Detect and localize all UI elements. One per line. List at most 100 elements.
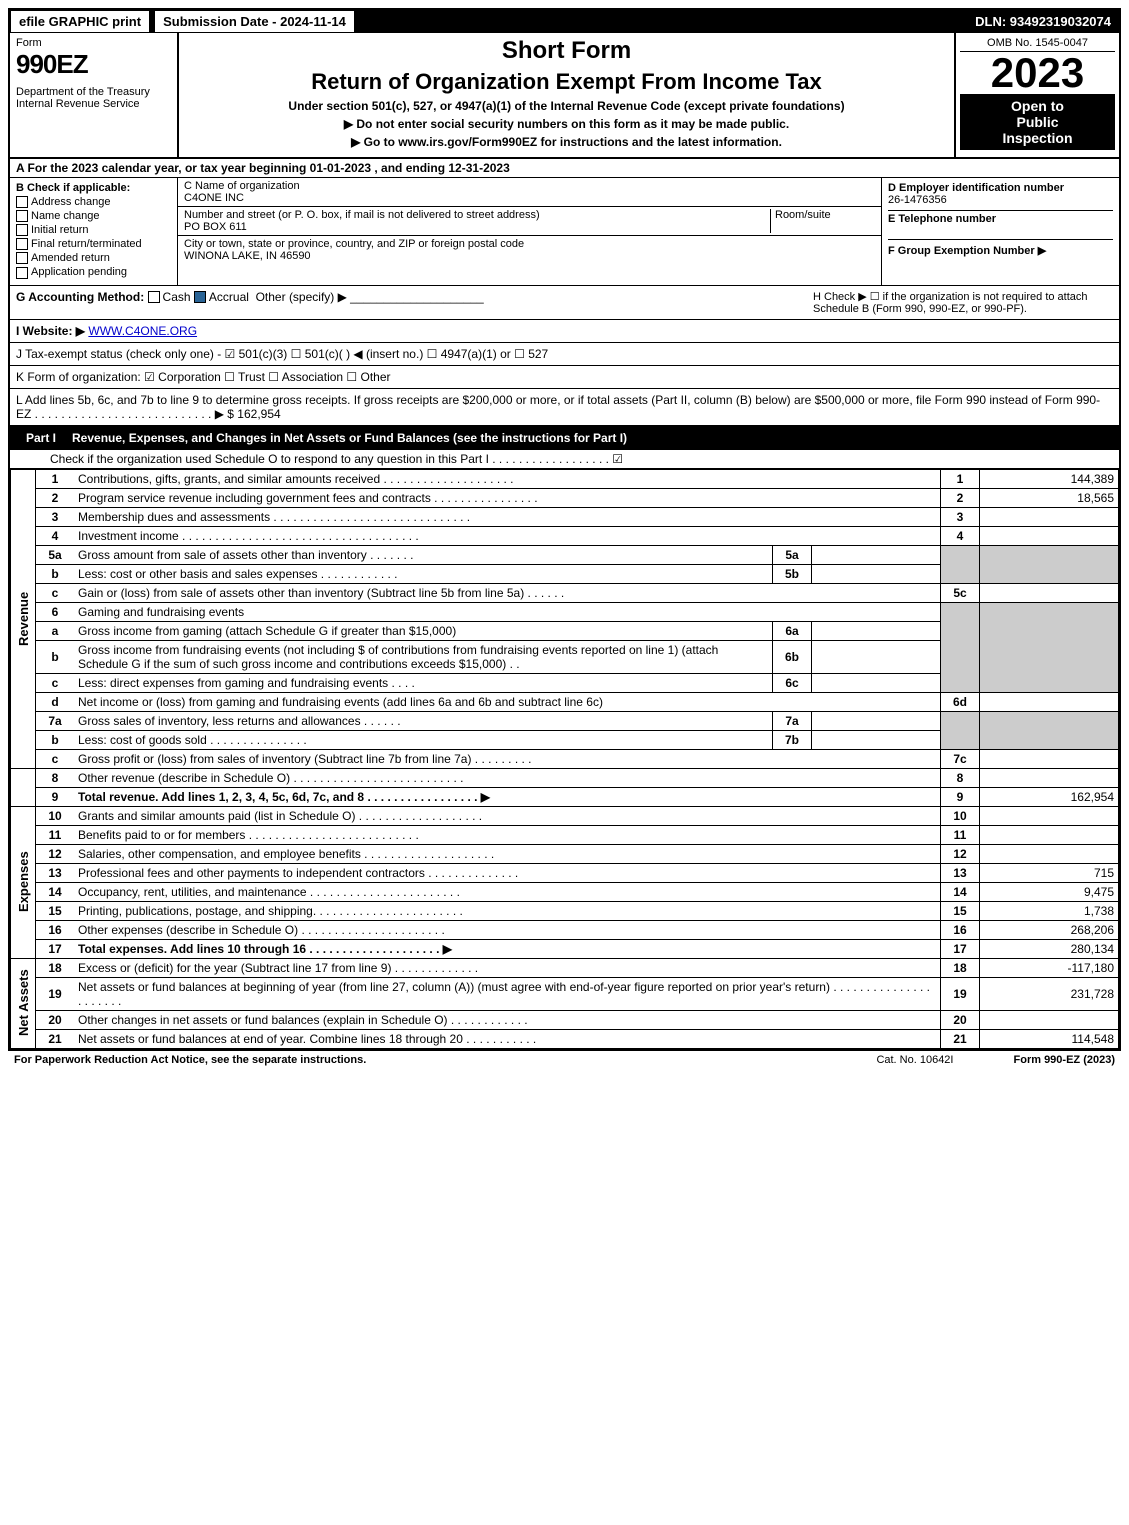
line-3-desc: Membership dues and assessments . . . . … bbox=[74, 507, 941, 526]
c-city-label: City or town, state or province, country… bbox=[184, 238, 875, 250]
line-13-value: 715 bbox=[980, 863, 1119, 882]
c-street-label: Number and street (or P. O. box, if mail… bbox=[184, 209, 770, 221]
section-b-label: B Check if applicable: bbox=[16, 182, 171, 194]
part-1-label: Part I bbox=[18, 429, 64, 447]
line-7b-desc: Less: cost of goods sold . . . . . . . .… bbox=[74, 730, 773, 749]
section-l-gross-receipts: L Add lines 5b, 6c, and 7b to line 9 to … bbox=[10, 389, 1119, 426]
section-g: G Accounting Method: Cash Accrual Other … bbox=[16, 290, 813, 315]
section-j-tax-exempt: J Tax-exempt status (check only one) - ☑… bbox=[10, 343, 1119, 366]
line-18-desc: Excess or (deficit) for the year (Subtra… bbox=[74, 958, 941, 977]
line-2-value: 18,565 bbox=[980, 488, 1119, 507]
header-right: OMB No. 1545-0047 2023 Open to Public In… bbox=[954, 33, 1119, 157]
phone-label: E Telephone number bbox=[888, 213, 1113, 225]
c-city-row: City or town, state or province, country… bbox=[178, 236, 881, 264]
cat-number: Cat. No. 10642I bbox=[876, 1054, 953, 1066]
header-row: Form 990EZ Department of the Treasury In… bbox=[10, 33, 1119, 159]
org-name: C4ONE INC bbox=[184, 192, 875, 204]
under-section: Under section 501(c), 527, or 4947(a)(1)… bbox=[187, 99, 946, 113]
gross-receipts-amount: 162,954 bbox=[237, 407, 280, 421]
line-11-desc: Benefits paid to or for members . . . . … bbox=[74, 825, 941, 844]
form-ref: Form Form 990-EZ (2023)990-EZ (2023) bbox=[1014, 1054, 1116, 1066]
line-6c-desc: Less: direct expenses from gaming and fu… bbox=[74, 673, 773, 692]
submission-date: Submission Date - 2024-11-14 bbox=[154, 10, 355, 33]
c-street-row: Number and street (or P. O. box, if mail… bbox=[178, 207, 881, 236]
line-20-desc: Other changes in net assets or fund bala… bbox=[74, 1010, 941, 1029]
line-10-desc: Grants and similar amounts paid (list in… bbox=[74, 806, 941, 825]
section-g-h: G Accounting Method: Cash Accrual Other … bbox=[10, 286, 1119, 320]
ein-label: D Employer identification number bbox=[888, 182, 1113, 194]
line-8-desc: Other revenue (describe in Schedule O) .… bbox=[74, 768, 941, 787]
line-18-value: -117,180 bbox=[980, 958, 1119, 977]
form-number: 990EZ bbox=[16, 49, 171, 80]
line-19-value: 231,728 bbox=[980, 977, 1119, 1010]
section-c: C Name of organization C4ONE INC Number … bbox=[178, 178, 881, 285]
line-17-desc: Total expenses. Add lines 10 through 16 … bbox=[74, 939, 941, 958]
top-bar: efile GRAPHIC print Submission Date - 20… bbox=[10, 10, 1119, 33]
line-1-value: 144,389 bbox=[980, 469, 1119, 488]
section-i-website: I Website: ▶ WWW.C4ONE.ORG bbox=[10, 320, 1119, 343]
expenses-label: Expenses bbox=[11, 806, 36, 958]
return-title: Return of Organization Exempt From Incom… bbox=[187, 69, 946, 95]
part-1-header: Part I Revenue, Expenses, and Changes in… bbox=[10, 426, 1119, 450]
line-17-value: 280,134 bbox=[980, 939, 1119, 958]
line-21-value: 114,548 bbox=[980, 1029, 1119, 1048]
cb-cash[interactable] bbox=[148, 291, 160, 303]
part-1-check-o: Check if the organization used Schedule … bbox=[10, 450, 1119, 469]
line-7c-desc: Gross profit or (loss) from sales of inv… bbox=[74, 749, 941, 768]
c-name-row: C Name of organization C4ONE INC bbox=[178, 178, 881, 207]
line-12-desc: Salaries, other compensation, and employ… bbox=[74, 844, 941, 863]
net-assets-label: Net Assets bbox=[11, 958, 36, 1048]
line-6-desc: Gaming and fundraising events bbox=[74, 602, 941, 621]
form-container: efile GRAPHIC print Submission Date - 20… bbox=[8, 8, 1121, 1051]
line-5c-desc: Gain or (loss) from sale of assets other… bbox=[74, 583, 941, 602]
header-center: Short Form Return of Organization Exempt… bbox=[179, 33, 954, 157]
street-address: PO BOX 611 bbox=[184, 221, 770, 233]
section-h: H Check ▶ ☐ if the organization is not r… bbox=[813, 290, 1113, 315]
section-d: D Employer identification number 26-1476… bbox=[881, 178, 1119, 285]
city-state-zip: WINONA LAKE, IN 46590 bbox=[184, 250, 875, 262]
no-ssn-warning: ▶ Do not enter social security numbers o… bbox=[187, 117, 946, 131]
cb-accrual[interactable] bbox=[194, 291, 206, 303]
cb-name-change[interactable]: Name change bbox=[16, 210, 171, 222]
dept-treasury: Department of the Treasury bbox=[16, 86, 171, 98]
line-7a-desc: Gross sales of inventory, less returns a… bbox=[74, 711, 773, 730]
tax-year: 2023 bbox=[960, 52, 1115, 94]
part-1-table: Revenue 1 Contributions, gifts, grants, … bbox=[10, 469, 1119, 1049]
line-21-desc: Net assets or fund balances at end of ye… bbox=[74, 1029, 941, 1048]
cb-address-change[interactable]: Address change bbox=[16, 196, 171, 208]
c-name-label: C Name of organization bbox=[184, 180, 875, 192]
line-15-value: 1,738 bbox=[980, 901, 1119, 920]
section-k-form-org: K Form of organization: ☑ Corporation ☐ … bbox=[10, 366, 1119, 389]
line-6b-desc: Gross income from fundraising events (no… bbox=[74, 640, 773, 673]
section-b: B Check if applicable: Address change Na… bbox=[10, 178, 178, 285]
line-4-desc: Investment income . . . . . . . . . . . … bbox=[74, 526, 941, 545]
form-word: Form bbox=[16, 37, 171, 49]
cb-application-pending[interactable]: Application pending bbox=[16, 266, 171, 278]
cb-initial-return[interactable]: Initial return bbox=[16, 224, 171, 236]
line-14-value: 9,475 bbox=[980, 882, 1119, 901]
section-a-tax-year: A For the 2023 calendar year, or tax yea… bbox=[10, 159, 1119, 178]
paperwork-notice: For Paperwork Reduction Act Notice, see … bbox=[14, 1054, 366, 1066]
header-left: Form 990EZ Department of the Treasury In… bbox=[10, 33, 179, 157]
line-6a-desc: Gross income from gaming (attach Schedul… bbox=[74, 621, 773, 640]
website-link[interactable]: WWW.C4ONE.ORG bbox=[88, 324, 197, 338]
line-13-desc: Professional fees and other payments to … bbox=[74, 863, 941, 882]
footer-row: For Paperwork Reduction Act Notice, see … bbox=[8, 1051, 1121, 1069]
line-9-value: 162,954 bbox=[980, 787, 1119, 806]
dln-label: DLN: 93492319032074 bbox=[967, 11, 1119, 32]
group-exemption-label: F Group Exemption Number ▶ bbox=[888, 244, 1113, 257]
goto-link[interactable]: ▶ Go to www.irs.gov/Form990EZ for instru… bbox=[187, 135, 946, 149]
room-suite-label: Room/suite bbox=[770, 209, 875, 233]
line-6d-desc: Net income or (loss) from gaming and fun… bbox=[74, 692, 941, 711]
cb-final-return[interactable]: Final return/terminated bbox=[16, 238, 171, 250]
line-1-desc: Contributions, gifts, grants, and simila… bbox=[74, 469, 941, 488]
line-16-value: 268,206 bbox=[980, 920, 1119, 939]
short-form-title: Short Form bbox=[187, 37, 946, 65]
line-2-desc: Program service revenue including govern… bbox=[74, 488, 941, 507]
ein-value: 26-1476356 bbox=[888, 194, 1113, 211]
cb-amended-return[interactable]: Amended return bbox=[16, 252, 171, 264]
line-9-desc: Total revenue. Add lines 1, 2, 3, 4, 5c,… bbox=[74, 787, 941, 806]
line-5b-desc: Less: cost or other basis and sales expe… bbox=[74, 564, 773, 583]
open-inspection-box: Open to Public Inspection bbox=[960, 94, 1115, 150]
efile-print-label[interactable]: efile GRAPHIC print bbox=[10, 10, 150, 33]
